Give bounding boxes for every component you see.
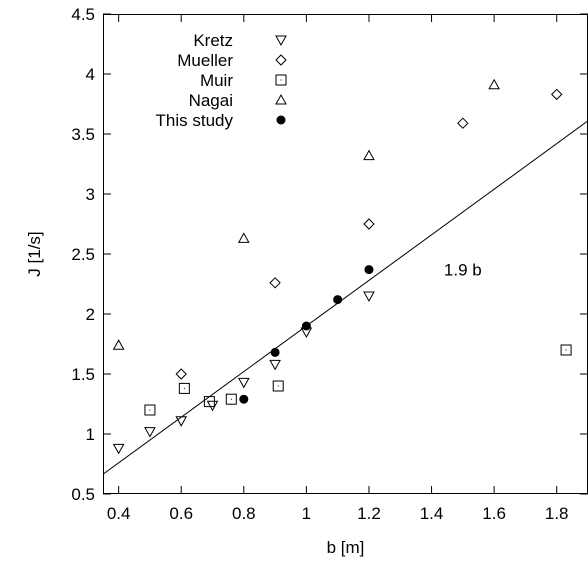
plot-area <box>103 78 588 475</box>
data-point <box>203 396 215 408</box>
y-tick-label: 4.5 <box>71 5 95 24</box>
y-tick-label: 4 <box>86 65 95 84</box>
x-axis-label: b [m] <box>327 538 365 557</box>
y-tick-label: 3 <box>86 185 95 204</box>
data-point <box>457 117 469 129</box>
series-this-study <box>239 265 374 404</box>
data-point <box>363 291 375 303</box>
legend-label: Muir <box>200 71 233 90</box>
legend-marker <box>275 93 287 105</box>
data-point-center <box>149 409 151 411</box>
data-point <box>301 321 311 331</box>
data-point <box>239 394 249 404</box>
legend-marker <box>275 35 287 47</box>
data-point-center <box>183 387 185 389</box>
y-tick-label: 1 <box>86 425 95 444</box>
data-point <box>488 78 500 90</box>
y-tick-label: 0.5 <box>71 485 95 504</box>
data-point <box>175 416 188 427</box>
data-point-center <box>230 398 232 400</box>
data-point <box>270 347 280 357</box>
plot-frame <box>103 14 588 494</box>
data-point <box>272 380 284 392</box>
series-kretz <box>112 291 375 455</box>
data-point <box>112 443 125 455</box>
x-tick-label: 1 <box>302 504 311 523</box>
data-point-center <box>565 349 567 351</box>
data-point <box>333 295 343 305</box>
data-point-center <box>277 385 279 387</box>
data-point <box>363 218 375 230</box>
data-point <box>206 400 219 412</box>
x-tick-label: 0.4 <box>107 504 131 523</box>
fit-line <box>103 120 588 475</box>
data-point <box>363 149 375 161</box>
data-point <box>144 404 156 416</box>
legend-marker-center <box>280 79 282 81</box>
x-tick-label: 1.6 <box>482 504 506 523</box>
legend-marker <box>275 74 287 86</box>
x-tick-label: 0.6 <box>169 504 193 523</box>
legend-marker <box>276 115 286 125</box>
x-tick-label: 1.8 <box>545 504 569 523</box>
x-tick-label: 1.4 <box>420 504 444 523</box>
series-mueller <box>175 88 563 380</box>
legend-label: Nagai <box>189 91 233 110</box>
axis-ticks: 0.4 0.6 0.8 1 1.2 1.4 1.6 1.8 0.5 1 1.5 2 2.5 3 3.5 4 4.… <box>71 5 588 523</box>
legend-label: Kretz <box>193 31 233 50</box>
y-tick-label: 1.5 <box>71 365 95 384</box>
x-tick-label: 1.2 <box>357 504 381 523</box>
data-point <box>178 382 190 394</box>
legend-marker <box>275 54 287 66</box>
legend-label: This study <box>156 111 234 130</box>
series-nagai <box>112 78 500 350</box>
data-point <box>225 393 237 405</box>
fit-line-label: 1.9 b <box>444 261 482 280</box>
y-tick-label: 2 <box>86 305 95 324</box>
y-tick-label: 2.5 <box>71 245 95 264</box>
y-axis-label: J [1/s] <box>25 231 44 276</box>
data-point <box>551 88 563 101</box>
data-point <box>269 359 281 371</box>
x-tick-label: 0.8 <box>232 504 256 523</box>
data-point <box>269 277 281 289</box>
data-point <box>237 377 250 389</box>
legend-label: Mueller <box>177 51 233 70</box>
data-point <box>237 232 250 243</box>
data-point <box>175 368 187 380</box>
data-point-center <box>208 401 210 403</box>
data-point <box>560 344 572 356</box>
data-point <box>112 339 125 350</box>
series-muir <box>144 344 572 416</box>
y-tick-label: 3.5 <box>71 125 95 144</box>
data-point <box>144 427 156 438</box>
data-point <box>364 265 374 275</box>
